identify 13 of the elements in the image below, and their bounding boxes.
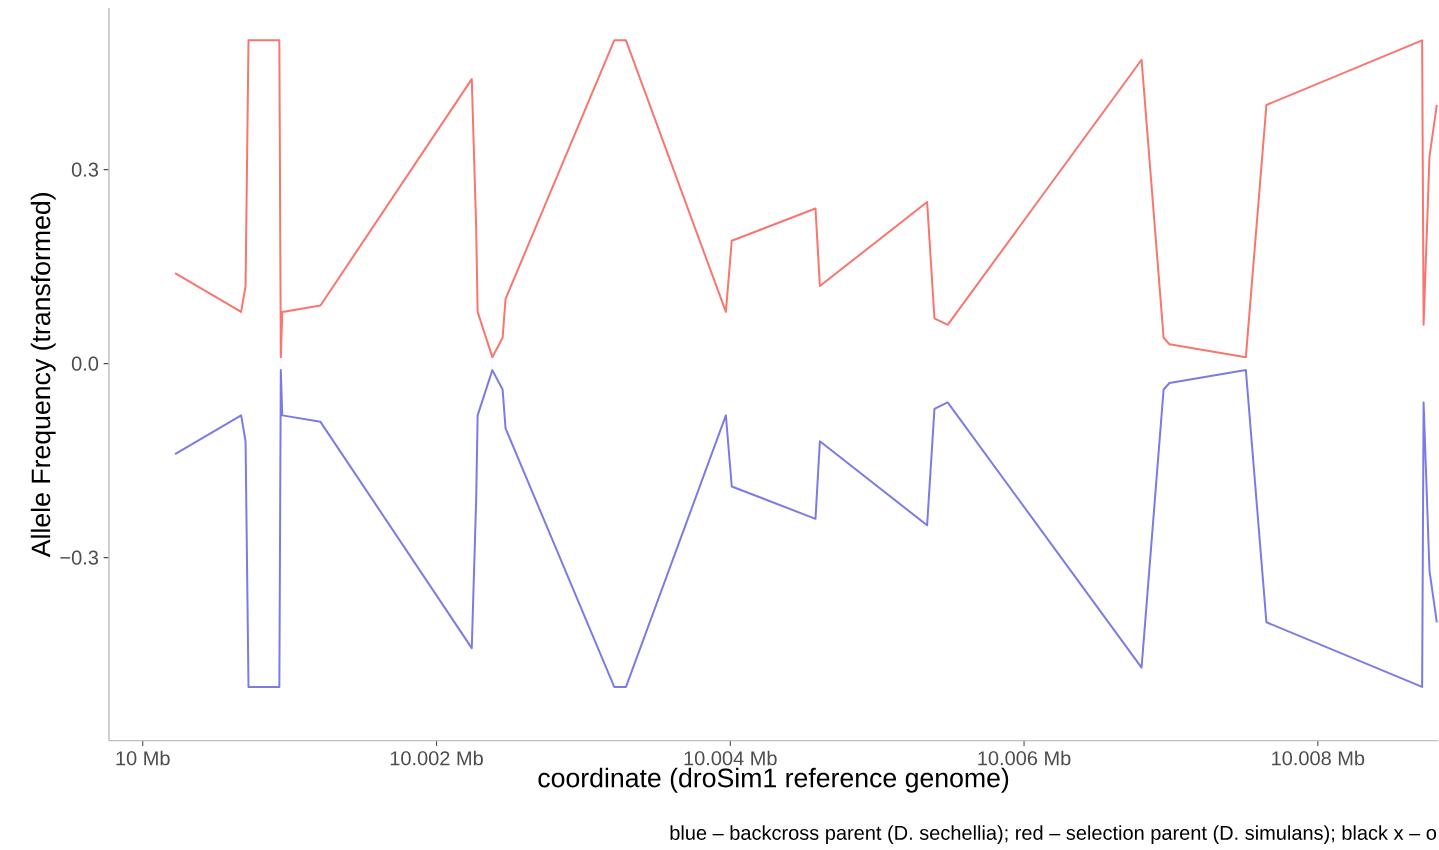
y-tick-label: −0.3	[60, 550, 99, 565]
y-axis-title: Allele Frequency (transformed)	[30, 193, 56, 558]
y-tick-label: 0.0	[71, 356, 99, 371]
line-series	[174, 369, 1438, 689]
y-tick-label: 0.3	[71, 162, 99, 177]
x-axis-title: coordinate (droSim1 reference genome)	[538, 768, 1009, 793]
text: blue – backcross parent (D. sechellia); red – selection parent (D. simulans); black x – o	[670, 825, 1437, 845]
x-tick-label: 10.002 Mb	[390, 750, 483, 766]
x-tick-label: 10.004 Mb	[684, 750, 777, 766]
line-series	[174, 39, 1438, 359]
x-tick-label: 10 Mb	[116, 750, 170, 766]
x-tick-label: 10.008 Mb	[1272, 750, 1365, 766]
x-tick-label: 10.006 Mb	[978, 750, 1071, 766]
